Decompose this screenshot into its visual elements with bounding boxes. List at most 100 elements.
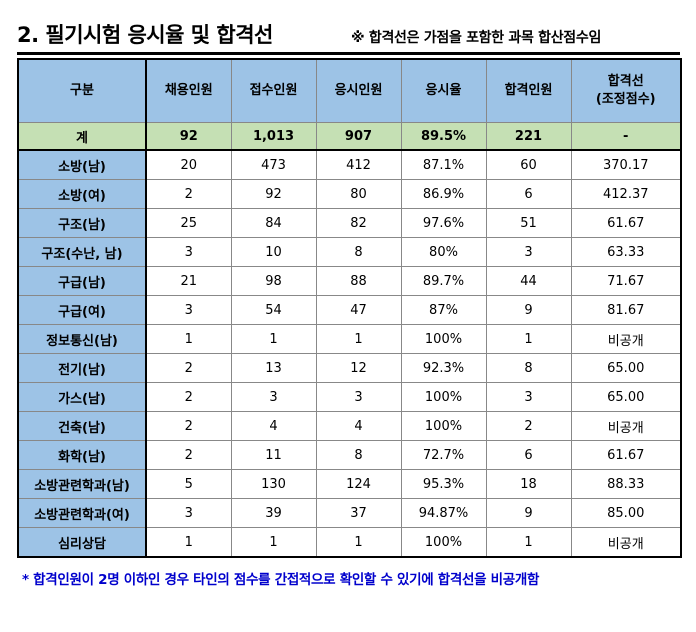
footnote: * 합격인원이 2명 이하인 경우 타인의 점수를 간접적으로 확인할 수 있기… [22,572,540,588]
table-cell: 100% [400,527,487,558]
col-header-hiring: 채용인원 [145,58,232,123]
table-cell: 98 [230,266,317,296]
table-cell: 54 [230,295,317,325]
table-cell: 1 [485,324,572,354]
table-row: 구급(여) 3 54 47 87% 9 81.67 [17,295,682,325]
table-cell: 85.00 [570,498,682,528]
table-cell: 1 [145,324,232,354]
table-cell: 2 [485,411,572,441]
table-cell: 37 [315,498,402,528]
table-cell: 61.67 [570,208,682,238]
total-cell: 1,013 [230,122,317,151]
table-cell: 370.17 [570,149,682,180]
table-cell: 8 [315,440,402,470]
table-cell: 6 [485,179,572,209]
table-cell: 100% [400,324,487,354]
total-row: 계 92 1,013 907 89.5% 221 - [17,122,682,151]
table-cell: 1 [315,324,402,354]
table-cell: 87.1% [400,149,487,180]
table-cell: 88.33 [570,469,682,499]
table-row: 구급(남) 21 98 88 89.7% 44 71.67 [17,266,682,296]
row-label: 구조(수난, 남) [17,237,147,267]
col-header-passed: 합격인원 [485,58,572,123]
table-row: 심리상담 1 1 1 100% 1 비공개 [17,527,682,558]
col-header-rate: 응시율 [400,58,487,123]
table-cell: 100% [400,382,487,412]
row-label: 소방관련학과(남) [17,469,147,499]
page-title: 2. 필기시험 응시율 및 합격선 [17,23,273,47]
table-cell: 12 [315,353,402,383]
table-cell: 44 [485,266,572,296]
table-row: 소방관련학과(여) 3 39 37 94.87% 9 85.00 [17,498,682,528]
table-cell: 92 [230,179,317,209]
table-cell: 3 [315,382,402,412]
row-label: 건축(남) [17,411,147,441]
table-cell: 39 [230,498,317,528]
table-cell: 2 [145,411,232,441]
table-cell: 21 [145,266,232,296]
table-cell: 94.87% [400,498,487,528]
table-cell: 8 [315,237,402,267]
table-cell: 1 [230,527,317,558]
table-row: 건축(남) 2 4 4 100% 2 비공개 [17,411,682,441]
table-cell: 3 [145,237,232,267]
table-cell: 20 [145,149,232,180]
row-label: 소방(남) [17,149,147,180]
table-cell: 65.00 [570,353,682,383]
note-text: ※ 합격선은 가점을 포함한 과목 합산점수임 [351,30,602,46]
table-cell: 72.7% [400,440,487,470]
table-cell: 1 [145,527,232,558]
table-cell: 1 [485,527,572,558]
table-cell: 71.67 [570,266,682,296]
table-cell: 412 [315,149,402,180]
table-cell: 3 [230,382,317,412]
table-cell: 3 [145,295,232,325]
table-cell: 4 [315,411,402,441]
table-cell: 18 [485,469,572,499]
table-cell: 65.00 [570,382,682,412]
table-row: 소방(여) 2 92 80 86.9% 6 412.37 [17,179,682,209]
table-cell: 95.3% [400,469,487,499]
table-cell: 10 [230,237,317,267]
table-row: 화학(남) 2 11 8 72.7% 6 61.67 [17,440,682,470]
table-cell: 63.33 [570,237,682,267]
col-header-applicants: 접수인원 [230,58,317,123]
row-label: 정보통신(남) [17,324,147,354]
table-cell: 81.67 [570,295,682,325]
table-row: 소방관련학과(남) 5 130 124 95.3% 18 88.33 [17,469,682,499]
table-cell: 61.67 [570,440,682,470]
table-cell: 25 [145,208,232,238]
table-cell: 9 [485,498,572,528]
title-underline [17,52,680,55]
col-header-examinees: 응시인원 [315,58,402,123]
table-cell: 비공개 [570,411,682,441]
table-header-row: 구분 채용인원 접수인원 응시인원 응시율 합격인원 합격선 (조정점수) [17,58,682,123]
table-cell: 124 [315,469,402,499]
table-cell: 9 [485,295,572,325]
table-cell: 11 [230,440,317,470]
table-cell: 412.37 [570,179,682,209]
table-row: 전기(남) 2 13 12 92.3% 8 65.00 [17,353,682,383]
table-cell: 3 [485,382,572,412]
row-label: 가스(남) [17,382,147,412]
table-cell: 88 [315,266,402,296]
total-cell: 221 [485,122,572,151]
table-cell: 82 [315,208,402,238]
row-label: 소방관련학과(여) [17,498,147,528]
table-cell: 6 [485,440,572,470]
table-cell: 2 [145,440,232,470]
table-cell: 130 [230,469,317,499]
table-cell: 3 [485,237,572,267]
total-cell: - [570,122,682,151]
col-header-category: 구분 [17,58,147,123]
table-cell: 60 [485,149,572,180]
results-table: 구분 채용인원 접수인원 응시인원 응시율 합격인원 합격선 (조정점수) 계 … [17,58,682,558]
table-cell: 2 [145,382,232,412]
table-row: 구조(남) 25 84 82 97.6% 51 61.67 [17,208,682,238]
total-cell: 907 [315,122,402,151]
table-cell: 비공개 [570,324,682,354]
table-cell: 1 [315,527,402,558]
row-label: 전기(남) [17,353,147,383]
table-cell: 4 [230,411,317,441]
row-label: 구급(여) [17,295,147,325]
